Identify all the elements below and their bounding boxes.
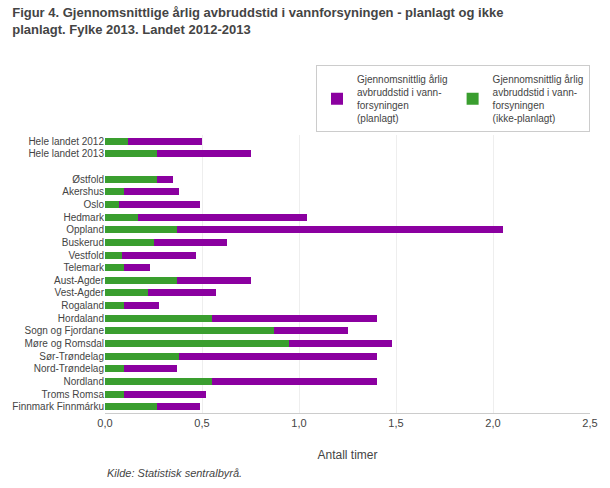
svg-text:Buskerud: Buskerud <box>62 237 104 248</box>
svg-text:Hordaland: Hordaland <box>58 313 104 324</box>
svg-text:Sogn og Fjordane: Sogn og Fjordane <box>24 325 104 336</box>
svg-text:Møre og Romsdal: Møre og Romsdal <box>25 338 104 349</box>
svg-text:Sør-Trøndelag: Sør-Trøndelag <box>39 351 104 362</box>
svg-text:Antall timer: Antall timer <box>317 448 377 462</box>
svg-text:0,0: 0,0 <box>97 417 112 429</box>
svg-text:Troms Romsa: Troms Romsa <box>42 389 105 400</box>
svg-text:Vest-Agder: Vest-Agder <box>55 287 105 298</box>
svg-text:Oslo: Oslo <box>83 199 104 210</box>
svg-text:Østfold: Østfold <box>72 174 104 185</box>
svg-text:Hele landet 2013: Hele landet 2013 <box>28 148 104 159</box>
svg-text:0,5: 0,5 <box>194 417 209 429</box>
svg-text:Aust-Agder: Aust-Agder <box>54 275 105 286</box>
svg-text:Gjennomsnittlig årligavbruddst: Gjennomsnittlig årligavbruddstid i vann-… <box>357 74 448 124</box>
svg-text:Kilde: Statistisk sentralbyrå.: Kilde: Statistisk sentralbyrå. <box>107 467 242 479</box>
svg-text:1,5: 1,5 <box>388 417 403 429</box>
svg-text:Rogaland: Rogaland <box>61 300 104 311</box>
svg-text:1,0: 1,0 <box>291 417 306 429</box>
svg-text:Vestfold: Vestfold <box>68 250 104 261</box>
svg-text:Finnmark Finnmárku: Finnmark Finnmárku <box>12 401 104 412</box>
svg-text:Gjennomsnittlig årligavbruddst: Gjennomsnittlig årligavbruddstid i vann-… <box>493 74 584 124</box>
svg-text:Nordland: Nordland <box>63 376 104 387</box>
svg-text:Hedmark: Hedmark <box>63 212 105 223</box>
svg-text:Akershus: Akershus <box>62 186 104 197</box>
svg-text:2,0: 2,0 <box>485 417 500 429</box>
svg-text:2,5: 2,5 <box>582 417 597 429</box>
svg-text:Figur 4. Gjennomsnittlige årli: Figur 4. Gjennomsnittlige årlig avbrudds… <box>12 5 503 37</box>
svg-text:Nord-Trøndelag: Nord-Trøndelag <box>34 363 104 374</box>
svg-text:Telemark: Telemark <box>63 262 105 273</box>
svg-text:Oppland: Oppland <box>66 224 104 235</box>
svg-text:Hele landet 2012: Hele landet 2012 <box>28 136 104 147</box>
